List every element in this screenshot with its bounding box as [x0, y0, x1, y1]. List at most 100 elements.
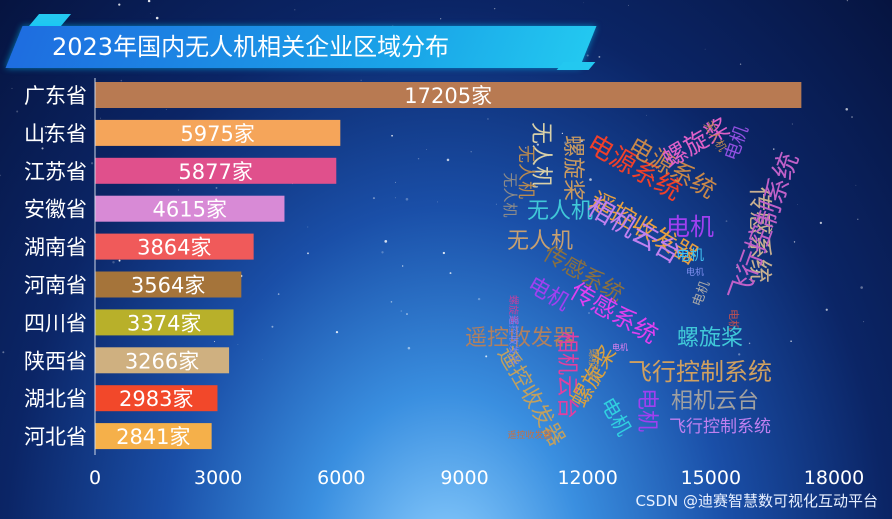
- star: [522, 237, 524, 239]
- star: [583, 2, 585, 4]
- star: [118, 259, 121, 262]
- category-label: 河南省: [24, 274, 87, 298]
- category-label: 湖南省: [24, 236, 87, 260]
- star: [561, 132, 564, 135]
- star: [522, 158, 523, 160]
- star: [16, 110, 19, 113]
- bar: [95, 82, 802, 108]
- wordcloud-word: 螺旋桨: [560, 135, 585, 201]
- bar: [95, 157, 337, 184]
- star: [405, 197, 409, 201]
- category-label: 江苏省: [24, 160, 87, 184]
- x-tick-label: 6000: [317, 467, 365, 489]
- star: [213, 340, 216, 343]
- wordcloud-word: 螺旋桨: [507, 295, 520, 325]
- star: [704, 48, 706, 50]
- star: [793, 241, 796, 243]
- star: [294, 9, 296, 11]
- star: [100, 117, 101, 119]
- wordcloud-word: 遥控收发器: [507, 315, 520, 365]
- star: [150, 13, 151, 14]
- star: [846, 0, 849, 2]
- wordcloud-word: 电机: [596, 393, 637, 440]
- star: [446, 158, 450, 162]
- star: [25, 201, 28, 205]
- star: [470, 339, 472, 340]
- star: [112, 261, 115, 264]
- star: [165, 109, 167, 110]
- wordcloud-word: 遥控收发器: [507, 429, 552, 441]
- star: [743, 267, 747, 271]
- star: [372, 197, 376, 200]
- star: [394, 197, 396, 199]
- star: [790, 340, 792, 342]
- bar-value-label: 17205家: [404, 84, 492, 108]
- star: [845, 108, 849, 111]
- bar: [95, 195, 285, 222]
- star: [407, 346, 411, 350]
- star: [177, 189, 180, 191]
- star: [37, 282, 40, 285]
- star: [652, 176, 654, 178]
- bar-value-label: 3266家: [125, 349, 199, 373]
- star: [147, 0, 151, 3]
- wordcloud-word: 无人机: [527, 199, 593, 224]
- wordcloud-word: 电机: [690, 279, 713, 309]
- star: [381, 251, 384, 254]
- star: [237, 344, 239, 345]
- star: [442, 251, 446, 255]
- star: [586, 54, 589, 57]
- x-tick-label: 12000: [557, 467, 617, 489]
- star: [449, 272, 452, 275]
- star: [45, 132, 47, 134]
- star: [0, 174, 1, 177]
- star: [495, 203, 497, 205]
- star: [547, 154, 550, 157]
- category-label: 安徽省: [24, 198, 87, 222]
- wordcloud-word: 电机: [634, 388, 659, 432]
- star: [638, 229, 641, 231]
- watermark: CSDN @迪赛智慧数可视化互动平台: [635, 492, 878, 510]
- bar: [95, 309, 234, 336]
- x-tick-label: 0: [89, 467, 101, 489]
- wordcloud-word: 无人机: [528, 122, 553, 188]
- star: [725, 220, 728, 223]
- category-label: 陕西省: [24, 349, 87, 373]
- category-label: 山东省: [24, 122, 87, 146]
- wordcloud-word: 螺旋桨: [677, 326, 743, 351]
- star: [589, 178, 592, 181]
- wordcloud-word: 无人机: [515, 145, 536, 199]
- star: [646, 114, 647, 116]
- star: [49, 91, 52, 94]
- star: [41, 147, 44, 150]
- wordcloud-word: 电机: [676, 248, 704, 264]
- star: [11, 87, 13, 89]
- star: [755, 269, 758, 272]
- bar-value-label: 3564家: [131, 274, 205, 298]
- bar-value-label: 4615家: [153, 198, 227, 222]
- bar: [95, 271, 242, 298]
- bar: [95, 423, 212, 450]
- star: [394, 181, 396, 183]
- star: [695, 248, 697, 251]
- star: [735, 266, 738, 269]
- bar-value-label: 2983家: [119, 387, 193, 411]
- x-tick-label: 9000: [440, 467, 488, 489]
- star: [563, 141, 567, 144]
- star: [860, 286, 863, 289]
- wordcloud-word: 电机: [523, 273, 574, 317]
- bar: [95, 119, 341, 146]
- star: [90, 162, 94, 165]
- star: [851, 116, 853, 118]
- star: [120, 79, 123, 82]
- star: [627, 4, 629, 6]
- wordcloud-word: 传感系统: [746, 187, 774, 283]
- star: [588, 312, 590, 314]
- star: [485, 355, 488, 358]
- wordcloud-word: 电机: [612, 342, 628, 352]
- star: [493, 8, 496, 10]
- star: [855, 184, 857, 186]
- star: [738, 353, 741, 356]
- star: [748, 342, 751, 345]
- star: [543, 137, 545, 139]
